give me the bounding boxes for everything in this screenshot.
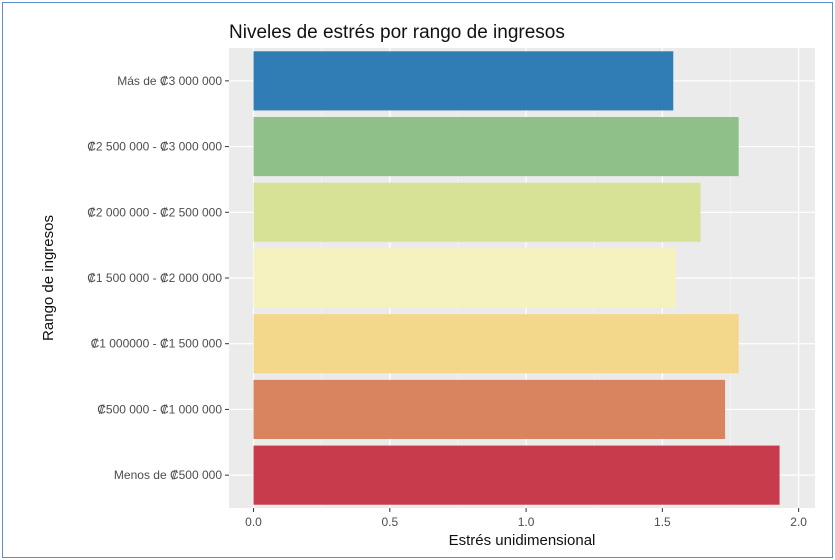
y-tick-label: ₡1 000000 - ₡1 500 000 [91,337,223,351]
y-tick-label: Más de ₡3 000 000 [117,74,222,88]
y-tick-label: ₡1 500 000 - ₡2 000 000 [87,271,222,285]
x-tick-label: 1.5 [654,515,671,529]
bar [253,379,726,439]
bar [253,182,701,242]
y-tick-label: Menos de ₡500 000 [114,468,222,482]
bar [253,51,674,111]
x-tick-label: 2.0 [790,515,807,529]
bar [253,117,739,177]
x-tick-label: 0.5 [381,515,398,529]
y-tick-label: ₡500 000 - ₡1 000 000 [97,402,222,416]
bars [253,51,780,505]
x-axis-title: Estrés unidimensional [449,532,596,549]
bar [253,314,739,374]
bar-chart: Niveles de estrés por rango de ingresos … [40,22,815,549]
chart-title: Niveles de estrés por rango de ingresos [229,22,565,43]
x-tick-label: 0.0 [245,515,262,529]
y-axis-title: Rango de ingresos [40,215,57,341]
bar [253,445,780,505]
x-axis: 0.0 0.5 1.0 1.5 2.0 [245,508,807,529]
y-tick-label: ₡2 000 000 - ₡2 500 000 [87,205,222,219]
bar [253,248,676,308]
y-tick-label: ₡2 500 000 - ₡3 000 000 [87,140,222,154]
y-axis: Más de ₡3 000 000 ₡2 500 000 - ₡3 000 000… [87,74,229,482]
x-tick-label: 1.0 [518,515,535,529]
